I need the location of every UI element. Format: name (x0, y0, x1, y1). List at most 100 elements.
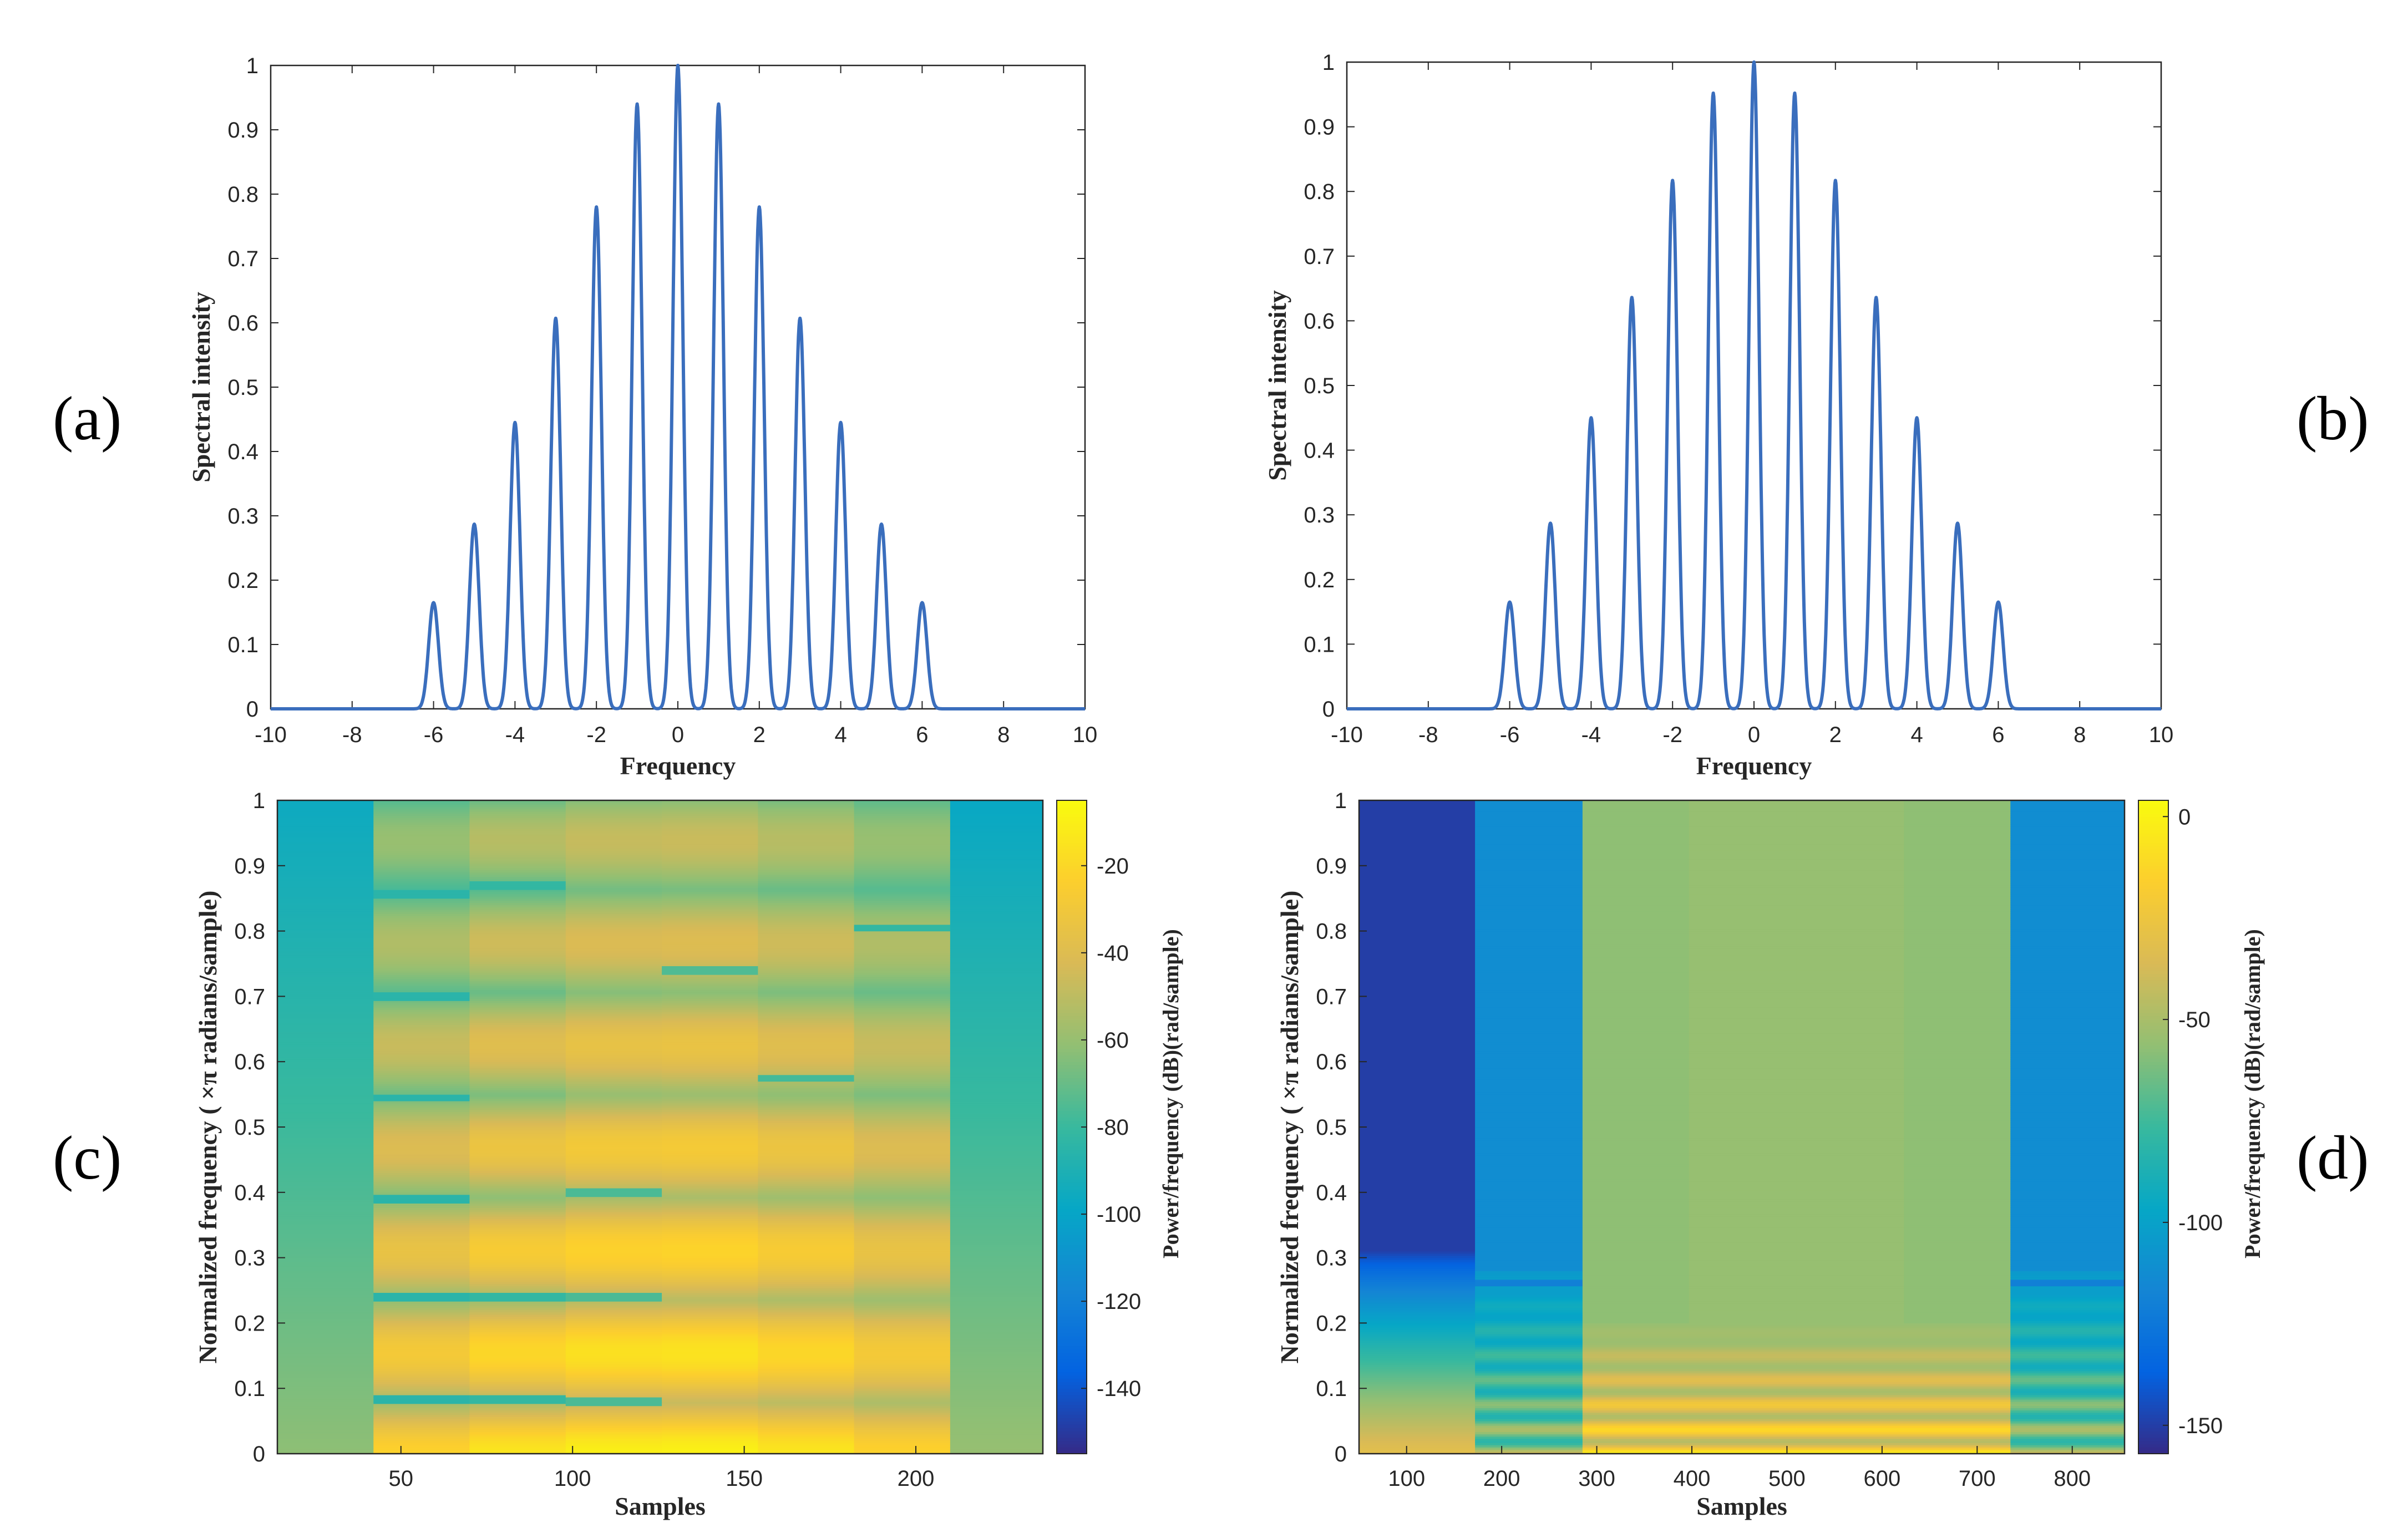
colorbar-segment (2138, 1427, 2168, 1432)
heatmap-cell (950, 804, 1043, 808)
heatmap-cell (469, 1088, 566, 1090)
heatmap-cell (1475, 924, 1583, 927)
heatmap-cell (1796, 870, 1904, 873)
heatmap-cell (1904, 1159, 2011, 1163)
heatmap-cell (950, 1425, 1043, 1428)
heatmap-cell (1359, 839, 1476, 842)
heatmap-cell (373, 974, 470, 977)
heatmap-cell (662, 1111, 758, 1114)
heatmap-cell (1689, 1288, 1797, 1291)
heatmap-cell (277, 1103, 374, 1106)
heatmap-cell (1904, 809, 2011, 812)
heatmap-cell (1582, 1299, 1690, 1302)
heatmap-cell (1689, 1131, 1797, 1134)
heatmap-cell (854, 1194, 951, 1197)
colorbar-segment (1057, 846, 1087, 850)
heatmap-cell (1475, 1423, 1583, 1426)
heatmap-cell (565, 806, 662, 810)
heatmap-cell (1582, 942, 1690, 945)
colorbar-segment (1057, 1019, 1087, 1023)
heatmap-cell (1582, 1227, 1690, 1230)
heatmap-cell (1689, 1118, 1797, 1121)
heatmap-cell (1904, 911, 2011, 914)
heatmap-cell (469, 1068, 566, 1071)
heatmap-cell (1359, 1325, 1476, 1328)
heatmap-cell (950, 1240, 1043, 1243)
heatmap-cell (565, 1055, 662, 1058)
heatmap-cell (469, 1245, 566, 1247)
heatmap-cell (1904, 994, 2011, 997)
heatmap-cell (1359, 1046, 1476, 1049)
heatmap-cell (1359, 1225, 1476, 1228)
heatmap-cell (469, 885, 566, 888)
heatmap-cell (1689, 1038, 1797, 1040)
heatmap-cell (277, 1388, 374, 1391)
heatmap-cell (565, 1325, 662, 1328)
y-tick-label-a: 0.7 (227, 247, 258, 271)
heatmap-cell (565, 1135, 662, 1139)
heatmap-cell (950, 831, 1043, 834)
heatmap-cell (1904, 1155, 2011, 1158)
heatmap-cell (373, 1247, 470, 1250)
heatmap-cell (565, 1214, 662, 1217)
heatmap-cell (1796, 1231, 1904, 1234)
heatmap-cell (950, 1447, 1043, 1450)
heatmap-cell (854, 1100, 951, 1104)
heatmap-cell (2010, 918, 2125, 921)
heatmap-cell (1582, 1236, 1690, 1238)
heatmap-cell (1359, 1342, 1476, 1346)
heatmap-cell (565, 911, 662, 914)
heatmap-cell (1475, 1242, 1583, 1245)
heatmap-cell (373, 1316, 470, 1319)
heatmap-cell (1904, 859, 2011, 862)
heatmap-cell (854, 1153, 951, 1156)
colorbar-segment (1057, 1062, 1087, 1065)
heatmap-cell (1475, 1403, 1583, 1407)
heatmap-cell (854, 815, 951, 818)
heatmap-cell (469, 1175, 566, 1177)
heatmap-cell (1689, 890, 1797, 892)
heatmap-cell (758, 1362, 855, 1365)
heatmap-cell (565, 1301, 662, 1304)
heatmap-cell (662, 1283, 758, 1287)
heatmap-cell (1904, 1229, 2011, 1232)
heatmap-cell (662, 1116, 758, 1119)
heatmap-cell (2010, 1055, 2125, 1058)
colorbar-segment (1057, 1368, 1087, 1373)
heatmap-cell (1904, 935, 2011, 938)
heatmap-cell (1904, 968, 2011, 971)
heatmap-cell (2010, 1393, 2125, 1395)
heatmap-cell (854, 1116, 951, 1119)
heatmap-cell (2010, 1190, 2125, 1193)
heatmap-cell (373, 1336, 470, 1339)
heatmap-cell (1796, 824, 1904, 827)
heatmap-cell (1689, 1055, 1797, 1058)
heatmap-cell (758, 1138, 855, 1141)
heatmap-cell (565, 1142, 662, 1145)
heatmap-cell (1796, 1116, 1904, 1119)
heatmap-cell (1359, 887, 1476, 890)
heatmap-cell (854, 833, 951, 836)
heatmap-cell (1582, 1432, 1690, 1435)
heatmap-cell (1475, 852, 1583, 855)
heatmap-cell (1475, 818, 1583, 820)
heatmap-cell (373, 1440, 470, 1443)
heatmap-cell (373, 879, 470, 881)
heatmap-cell (1359, 1007, 1476, 1010)
heatmap-cell (373, 1273, 470, 1276)
heatmap-cell (662, 804, 758, 808)
heatmap-cell (373, 1371, 470, 1374)
heatmap-cell (469, 1438, 566, 1441)
heatmap-cell (469, 983, 566, 986)
heatmap-cell (1359, 1079, 1476, 1082)
heatmap-cell (565, 1050, 662, 1054)
heatmap-cell (854, 1222, 951, 1226)
heatmap-cell (854, 1344, 951, 1348)
heatmap-cell (854, 1245, 951, 1247)
heatmap-cell (758, 1027, 855, 1029)
heatmap-cell (854, 1210, 951, 1212)
heatmap-cell (854, 1168, 951, 1171)
heatmap-cell (1904, 944, 2011, 947)
heatmap-cell (469, 829, 566, 831)
heatmap-cell (1689, 948, 1797, 951)
